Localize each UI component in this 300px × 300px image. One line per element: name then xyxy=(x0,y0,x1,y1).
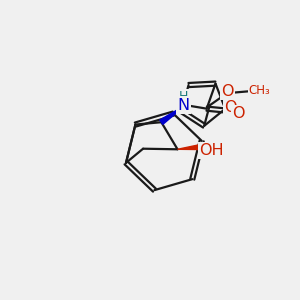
Text: OH: OH xyxy=(199,143,224,158)
Text: O: O xyxy=(224,100,237,115)
Text: N: N xyxy=(178,98,190,112)
Polygon shape xyxy=(178,144,202,150)
Text: H: H xyxy=(179,90,188,104)
Text: O: O xyxy=(221,84,233,99)
Polygon shape xyxy=(160,105,185,124)
Text: O: O xyxy=(232,106,244,121)
Text: CH₃: CH₃ xyxy=(248,84,270,97)
